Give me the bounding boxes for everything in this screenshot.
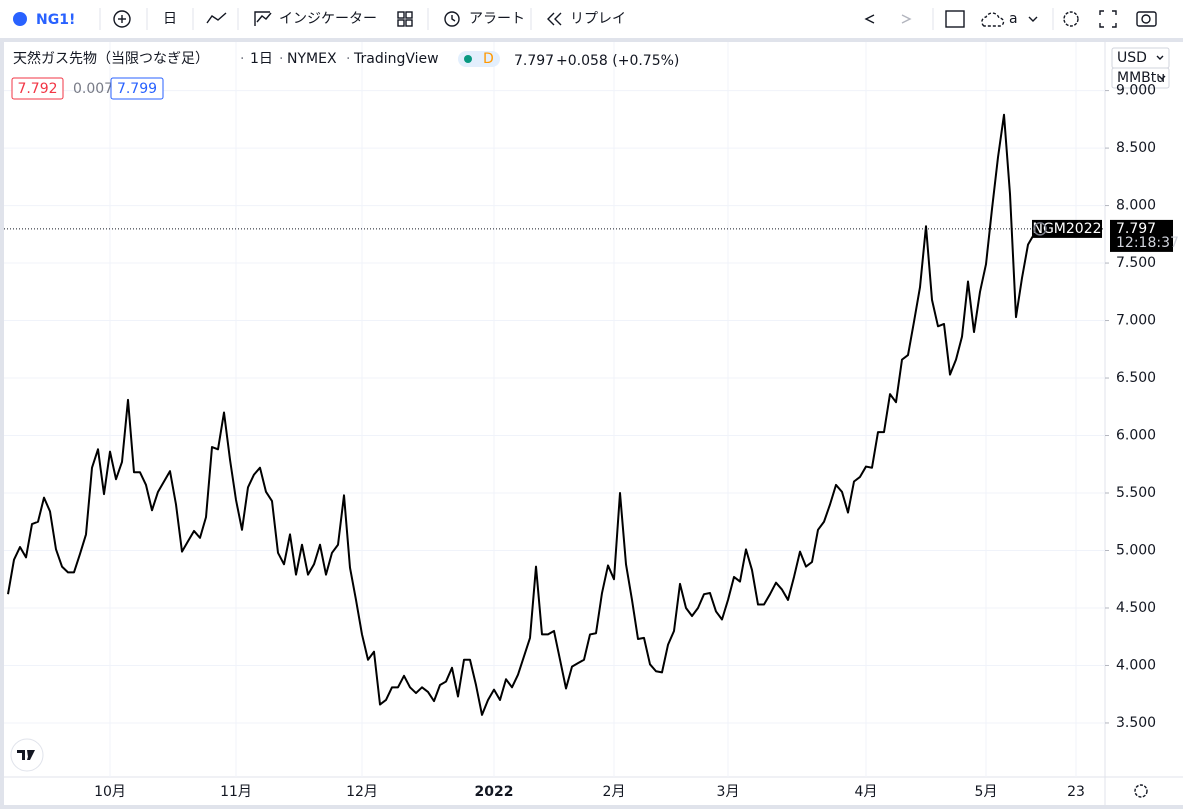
y-tick-label: 6.500 bbox=[1116, 370, 1156, 386]
x-tick-label: 11月 bbox=[220, 784, 252, 800]
toolbar bbox=[0, 0, 1183, 38]
y-tick-label: 9.000 bbox=[1116, 83, 1156, 99]
y-tick-label: 3.500 bbox=[1116, 715, 1156, 731]
snapshot-button[interactable] bbox=[1136, 11, 1157, 27]
bid-box[interactable] bbox=[11, 77, 64, 100]
x-tick-label: 10月 bbox=[94, 784, 126, 800]
market-status[interactable] bbox=[458, 51, 500, 67]
countdown: 12:18:37 bbox=[1116, 235, 1179, 251]
alert-icon[interactable] bbox=[444, 11, 460, 27]
series-label-box bbox=[1032, 219, 1102, 238]
fullscreen-button[interactable] bbox=[1099, 10, 1117, 28]
legend-exchange: NYMEX bbox=[287, 51, 337, 67]
y-tick-label: 4.000 bbox=[1116, 657, 1156, 673]
compare-button[interactable] bbox=[113, 10, 131, 28]
separator-dot: · bbox=[346, 51, 350, 67]
y-tick-label: 4.500 bbox=[1116, 600, 1156, 616]
layout-name[interactable]: a bbox=[1009, 11, 1018, 27]
last-price-label: 7.797 bbox=[1116, 221, 1156, 237]
symbol-description: 天然ガス先物（当限つなぎ足） bbox=[13, 50, 209, 67]
x-tick-label: 5月 bbox=[975, 784, 998, 800]
interval-button[interactable]: 日 bbox=[163, 11, 177, 27]
x-tick-label: 2022 bbox=[475, 784, 514, 800]
indicators-button[interactable]: インジケーター bbox=[279, 11, 377, 27]
alert-button[interactable]: アラート bbox=[469, 11, 525, 27]
grid bbox=[4, 42, 1105, 777]
chart-panel bbox=[4, 42, 1183, 805]
separator-dot: · bbox=[240, 51, 244, 67]
legend-interval: 1日 bbox=[250, 51, 273, 67]
last-price-box bbox=[1110, 219, 1173, 252]
currency: USD bbox=[1117, 50, 1147, 66]
y-tick-label: 5.000 bbox=[1116, 542, 1156, 558]
plot: NGM2022 bbox=[4, 113, 1105, 716]
spread: 0.007 bbox=[73, 81, 113, 97]
unit-select[interactable] bbox=[1111, 67, 1170, 89]
last-point bbox=[1033, 222, 1047, 236]
ask-price: 7.799 bbox=[117, 81, 157, 97]
x-tick-label: 2月 bbox=[603, 784, 626, 800]
y-tick-label: 6.000 bbox=[1116, 428, 1156, 444]
legend-source: TradingView bbox=[353, 51, 439, 67]
x-tick-label: 12月 bbox=[346, 784, 378, 800]
series-label: NGM2022 bbox=[1032, 221, 1101, 237]
x-tick-label: 4月 bbox=[855, 784, 878, 800]
layout-button[interactable] bbox=[945, 10, 965, 28]
price-line bbox=[7, 113, 1041, 716]
axis-settings[interactable] bbox=[1134, 784, 1148, 798]
indicators-icon[interactable] bbox=[254, 11, 272, 26]
legend-price: 7.797 bbox=[514, 53, 554, 69]
ask-box[interactable] bbox=[110, 77, 164, 100]
layout-menu[interactable] bbox=[1028, 16, 1038, 22]
status-badge: D bbox=[483, 51, 494, 67]
x-tick-label: 23 bbox=[1067, 784, 1085, 800]
symbol[interactable]: NG1! bbox=[36, 12, 75, 28]
unit: MMBtu bbox=[1117, 70, 1165, 86]
bid-price: 7.792 bbox=[17, 81, 57, 97]
legend-change: +0.058 (+0.75%) bbox=[556, 53, 679, 69]
chevron bbox=[1158, 75, 1166, 80]
chart-type-button[interactable] bbox=[206, 12, 227, 24]
y-tick-label: 5.500 bbox=[1116, 485, 1156, 501]
tradingview-logo[interactable] bbox=[10, 738, 44, 772]
x-tick-label: 3月 bbox=[717, 784, 740, 800]
y-tick-label: 7.000 bbox=[1116, 313, 1156, 329]
y-tick-label: 7.500 bbox=[1116, 255, 1156, 271]
replay-button[interactable]: リプレイ bbox=[570, 11, 626, 27]
chevron bbox=[1156, 55, 1164, 60]
settings-button[interactable] bbox=[1063, 11, 1079, 27]
y-tick-label: 8.000 bbox=[1116, 198, 1156, 214]
separator-dot: · bbox=[279, 51, 283, 67]
redo-button bbox=[901, 14, 912, 24]
y-tick-label: 8.500 bbox=[1116, 140, 1156, 156]
symbol-icon bbox=[13, 12, 27, 26]
cloud-icon[interactable] bbox=[981, 12, 1005, 27]
undo-button[interactable] bbox=[864, 14, 875, 24]
status-dot bbox=[464, 55, 472, 63]
replay-icon[interactable] bbox=[547, 12, 562, 26]
templates-button[interactable] bbox=[397, 11, 413, 27]
